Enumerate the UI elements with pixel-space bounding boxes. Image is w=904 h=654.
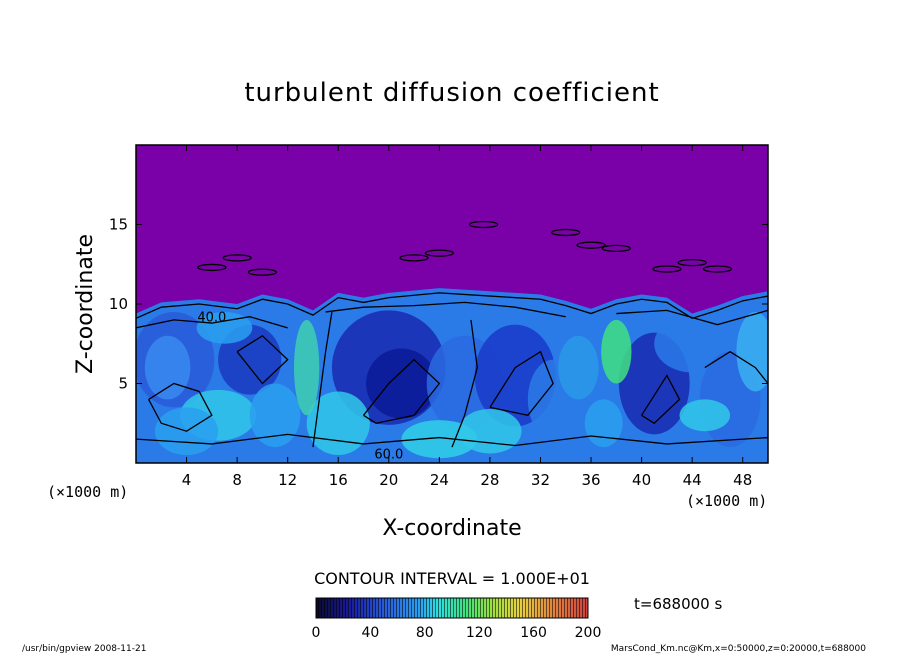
colorbar-tick-label: 200 <box>575 625 602 641</box>
contour-fragment <box>551 228 581 237</box>
colorbar-tick-label: 0 <box>312 625 321 641</box>
y-ticks: 5 10 15 <box>109 216 768 393</box>
y-tick-label: 15 <box>109 216 128 234</box>
colorbar-stripes <box>316 598 588 618</box>
contour-fragment <box>399 254 429 262</box>
x-tick-label: 4 <box>182 471 192 489</box>
chart-title: turbulent diffusion coefficient <box>244 78 659 108</box>
field-blob <box>679 399 731 432</box>
contour-fragment <box>424 249 455 257</box>
contour-fragment <box>601 244 631 253</box>
contour-line <box>136 316 288 329</box>
contour-line <box>616 309 768 326</box>
contour-line <box>451 319 478 448</box>
y-axis-label: Z-coordinate <box>73 234 98 374</box>
contour-label: 60.0 <box>374 447 403 462</box>
y-tick-label: 10 <box>109 295 128 313</box>
colorbar-tick-label: 40 <box>361 625 379 641</box>
field-blob <box>458 408 522 454</box>
footer-left: /usr/bin/gpview 2008-11-21 <box>22 644 146 654</box>
field-blob <box>249 383 301 448</box>
x-tick-label: 16 <box>329 471 348 489</box>
contour-fragment <box>576 241 606 249</box>
field-blob <box>366 348 437 419</box>
x-tick-label: 40 <box>632 471 651 489</box>
x-tick-label: 32 <box>531 471 550 489</box>
x-ticks: 4 8 12 16 20 24 28 32 36 40 44 48 <box>182 145 752 489</box>
y-unit-label: (×1000 m) <box>47 483 128 501</box>
x-tick-label: 48 <box>733 471 752 489</box>
footer-right: MarsCond_Km.nc@Km,x=0:50000,z=0:20000,t=… <box>611 644 866 654</box>
colorbar-tick-label: 120 <box>466 625 493 641</box>
x-tick-label: 20 <box>379 471 398 489</box>
x-tick-label: 24 <box>430 471 449 489</box>
field-blob <box>601 319 632 384</box>
x-unit-label: (×1000 m) <box>686 492 767 510</box>
contour-line <box>704 350 768 384</box>
field-blob <box>736 311 768 392</box>
contour-fragment <box>652 265 682 273</box>
field-blob <box>558 335 599 400</box>
colorbar-ticks: 0 40 80 120 160 200 <box>312 625 602 641</box>
contour-fragment <box>702 265 733 273</box>
field-blob <box>654 315 731 373</box>
x-tick-label: 44 <box>683 471 702 489</box>
contour-line <box>325 301 566 318</box>
colorbar-tick-label: 160 <box>520 625 547 641</box>
plot-area <box>136 145 768 463</box>
y-tick-label: 5 <box>118 375 128 393</box>
contour-fragment <box>247 268 278 276</box>
contour-line <box>136 292 768 320</box>
x-tick-label: 12 <box>278 471 297 489</box>
contour-line <box>641 374 681 425</box>
x-tick-label: 28 <box>480 471 499 489</box>
field-blob <box>584 399 623 448</box>
field-blob <box>294 319 320 416</box>
x-axis-label: X-coordinate <box>382 516 521 541</box>
contour-fragment <box>677 259 707 267</box>
time-label: t=688000 s <box>634 595 722 613</box>
contour-line <box>236 334 289 385</box>
x-tick-label: 8 <box>232 471 242 489</box>
x-tick-label: 36 <box>581 471 600 489</box>
field-layer <box>136 288 768 463</box>
contour-labels: 40.0 60.0 <box>197 311 403 463</box>
contour-line <box>489 350 554 417</box>
colorbar-tick-label: 80 <box>416 625 434 641</box>
colorbar-frame <box>315 597 589 619</box>
field-blob <box>196 311 253 344</box>
field-blob <box>144 335 191 400</box>
contour-layer <box>136 220 768 448</box>
contour-line <box>148 382 213 432</box>
contour-line <box>312 311 333 448</box>
contour-fragment <box>468 220 499 229</box>
contour-fragment <box>197 263 227 272</box>
contour-fragment <box>222 254 252 262</box>
contour-line <box>363 358 441 424</box>
contour-interval-label: CONTOUR INTERVAL = 1.000E+01 <box>314 569 590 588</box>
contour-label: 40.0 <box>197 311 226 326</box>
contour-line <box>136 433 768 447</box>
colorbar: 0 40 80 120 160 200 <box>312 597 602 641</box>
